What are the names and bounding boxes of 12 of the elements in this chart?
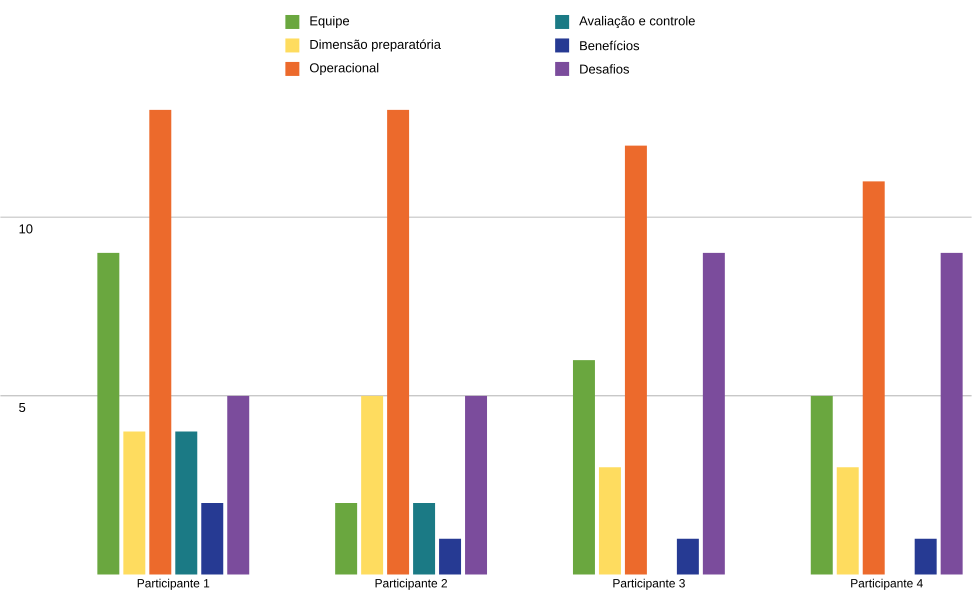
legend-label: Desafios bbox=[580, 64, 630, 74]
x-tick-label: Participante 1 bbox=[138, 578, 210, 590]
legend-label: Benefícios bbox=[580, 40, 640, 51]
legend-label: Avaliação e controle bbox=[579, 16, 695, 28]
legend-label: Dimensão preparatória bbox=[310, 40, 441, 52]
legend-label: Operacional bbox=[310, 63, 378, 76]
legend-label: Equipe bbox=[310, 16, 350, 28]
x-tick-label: Participante 3 bbox=[613, 578, 685, 590]
x-tick-label: Participante 2 bbox=[376, 578, 447, 590]
x-tick-label: Participante 4 bbox=[851, 578, 923, 590]
y-tick-label: 10 bbox=[20, 224, 32, 234]
y-tick-label: 5 bbox=[19, 403, 26, 412]
